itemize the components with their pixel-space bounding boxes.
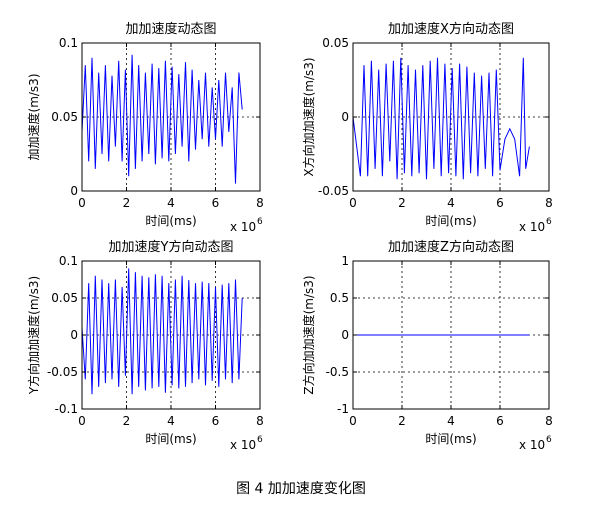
y-tick-label: -0.5 — [326, 365, 349, 379]
x-axis-multiplier: x 10 — [519, 220, 545, 234]
y-tick-label: -0.1 — [55, 402, 78, 416]
x-tick-label: 2 — [398, 414, 406, 428]
x-tick-label: 4 — [447, 414, 455, 428]
x-tick-label: 0 — [349, 414, 357, 428]
y-tick-label: -1 — [337, 402, 349, 416]
y-tick-label: 0.05 — [51, 110, 78, 124]
x-axis-label: 时间(ms) — [145, 432, 196, 446]
y-tick-label: 0 — [341, 110, 349, 124]
x-tick-label: 8 — [545, 414, 553, 428]
x-tick-label: 6 — [212, 196, 220, 210]
x-tick-label: 0 — [349, 196, 357, 210]
y-axis-label: Y方向加加速度(m/s3) — [26, 276, 41, 395]
y-axis-label: X方向加加速度(m/s3) — [301, 57, 316, 176]
x-tick-label: 6 — [212, 414, 220, 428]
series-line — [352, 57, 530, 180]
x-tick-label: 4 — [167, 414, 175, 428]
y-axis-label: 加加速度(m/s3) — [26, 74, 41, 161]
x-axis-label: 时间(ms) — [145, 214, 196, 228]
y-tick-label: 0.05 — [51, 291, 78, 305]
y-axis-label: Z方向加加速度(m/s3) — [301, 275, 316, 394]
x-axis-exponent: 6 — [546, 217, 552, 227]
x-tick-label: 0 — [78, 196, 86, 210]
x-tick-label: 8 — [545, 196, 553, 210]
y-tick-label: -0.05 — [47, 365, 78, 379]
y-tick-label: 0 — [341, 328, 349, 342]
x-axis-multiplier: x 10 — [519, 438, 545, 452]
series-line — [81, 54, 243, 184]
y-tick-label: 0.05 — [322, 36, 349, 50]
x-axis-exponent: 6 — [257, 217, 263, 227]
x-tick-label: 8 — [256, 196, 264, 210]
y-tick-label: 0.1 — [59, 254, 78, 268]
x-axis-multiplier: x 10 — [230, 438, 256, 452]
x-tick-label: 8 — [256, 414, 264, 428]
chart-title: 加加速度Z方向动态图 — [388, 239, 514, 255]
x-tick-label: 2 — [123, 196, 131, 210]
y-tick-label: 0.5 — [330, 291, 349, 305]
x-tick-label: 6 — [496, 196, 504, 210]
chart-title: 加加速度动态图 — [125, 21, 216, 37]
x-tick-label: 2 — [123, 414, 131, 428]
x-axis-label: 时间(ms) — [425, 432, 476, 446]
chart-title: 加加速度X方向动态图 — [388, 21, 514, 37]
x-tick-label: 4 — [167, 196, 175, 210]
chart-title: 加加速度Y方向动态图 — [109, 239, 234, 255]
x-axis-exponent: 6 — [546, 435, 552, 445]
x-tick-label: 4 — [447, 196, 455, 210]
x-tick-label: 0 — [78, 414, 86, 428]
y-tick-label: 0 — [70, 328, 78, 342]
x-tick-label: 6 — [496, 414, 504, 428]
y-tick-label: 1 — [341, 254, 349, 268]
x-axis-exponent: 6 — [257, 435, 263, 445]
y-tick-label: -0.05 — [318, 184, 349, 198]
x-axis-label: 时间(ms) — [425, 214, 476, 228]
figure-caption: 图 4 加加速度变化图 — [236, 481, 366, 497]
y-tick-label: 0 — [70, 184, 78, 198]
y-tick-label: 0.1 — [59, 36, 78, 50]
x-axis-multiplier: x 10 — [230, 220, 256, 234]
x-tick-label: 2 — [398, 196, 406, 210]
series-line — [81, 268, 243, 395]
